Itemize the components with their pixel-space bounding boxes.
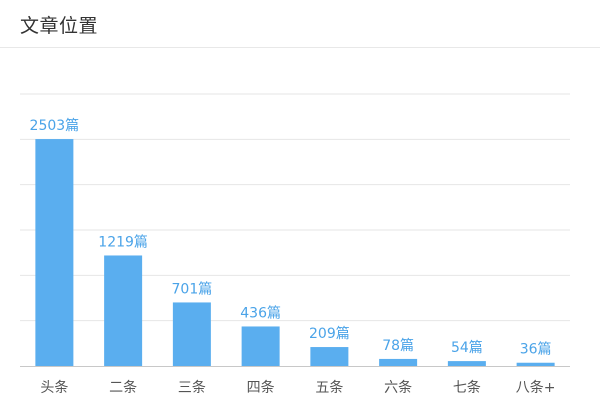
bar-chart: 2503篇 1219篇 701篇 436篇 209篇 78篇 54篇 36篇 头条 二条 三条 四条…	[20, 93, 570, 396]
bar[interactable]	[379, 358, 418, 366]
panel-header: 文章位置	[0, 0, 600, 48]
page-title: 文章位置	[20, 15, 99, 37]
x-axis-tick-labels: 头条 二条 三条 四条 五条 六条 七条 八条+	[40, 379, 555, 396]
x-tick-label: 三条	[178, 379, 206, 396]
bar[interactable]	[172, 302, 211, 366]
bar-value-label: 209篇	[309, 326, 350, 342]
x-tick-label: 八条+	[516, 379, 556, 396]
bar-value-label: 436篇	[240, 305, 281, 321]
bar[interactable]	[516, 362, 555, 366]
bar-value-label: 1219篇	[98, 234, 148, 250]
x-tick-label: 四条	[247, 379, 275, 396]
value-labels: 2503篇 1219篇 701篇 436篇 209篇 78篇 54篇 36篇	[30, 118, 552, 358]
x-tick-label: 五条	[315, 379, 343, 396]
x-tick-label: 二条	[109, 379, 137, 396]
grid-lines	[20, 93, 570, 322]
bars	[35, 139, 555, 366]
bar[interactable]	[35, 139, 74, 366]
bar-value-label: 54篇	[451, 340, 483, 356]
bar[interactable]	[104, 255, 143, 366]
bar-value-label: 2503篇	[30, 118, 80, 134]
x-tick-label: 七条	[453, 379, 481, 396]
bar-value-label: 36篇	[520, 342, 552, 358]
bar[interactable]	[310, 347, 349, 366]
bar[interactable]	[241, 326, 280, 366]
bar-value-label: 701篇	[172, 281, 213, 297]
bar-value-label: 78篇	[382, 338, 414, 354]
bar[interactable]	[447, 361, 486, 366]
x-tick-label: 六条	[384, 379, 412, 396]
x-tick-label: 头条	[40, 379, 68, 396]
